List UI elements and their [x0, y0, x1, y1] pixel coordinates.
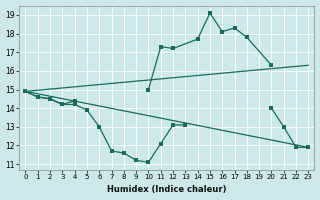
X-axis label: Humidex (Indice chaleur): Humidex (Indice chaleur): [107, 185, 227, 194]
